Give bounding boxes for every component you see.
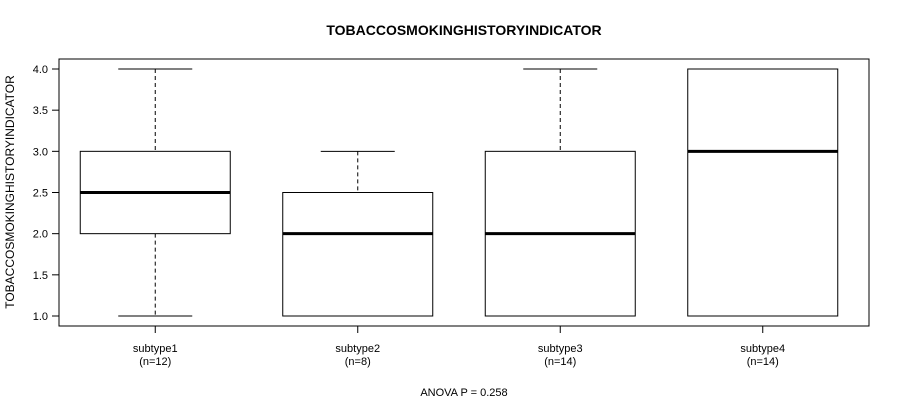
y-axis: 1.0 1.5 2.0 2.5 3.0 3.5 4.0 bbox=[33, 64, 59, 323]
box-subtype2 bbox=[282, 150, 434, 317]
iqr-box bbox=[687, 68, 839, 317]
anova-p-value: ANOVA P = 0.258 bbox=[420, 387, 507, 399]
y-axis-label: TOBACCOSMOKINGHISTORYINDICATOR bbox=[3, 75, 17, 309]
y-tick-label: 2.5 bbox=[33, 188, 48, 200]
x-category-count: (n=14) bbox=[544, 356, 576, 368]
y-tick-label: 2.0 bbox=[33, 229, 48, 241]
box-subtype4 bbox=[687, 68, 839, 317]
y-tick-label: 3.5 bbox=[33, 105, 48, 117]
x-category-count: (n=12) bbox=[139, 356, 171, 368]
x-category-label: subtype4 bbox=[740, 343, 785, 355]
x-category-count: (n=8) bbox=[345, 356, 371, 368]
x-category-label: subtype2 bbox=[335, 343, 380, 355]
y-tick-label: 1.0 bbox=[33, 311, 48, 323]
x-category-label: subtype3 bbox=[538, 343, 583, 355]
y-tick-label: 4.0 bbox=[33, 64, 48, 76]
x-category-label: subtype1 bbox=[133, 343, 178, 355]
chart-title: TOBACCOSMOKINGHISTORYINDICATOR bbox=[326, 22, 601, 38]
y-tick-label: 3.0 bbox=[33, 146, 48, 158]
x-category-count: (n=14) bbox=[747, 356, 779, 368]
boxes-group bbox=[79, 68, 839, 317]
y-tick-label: 1.5 bbox=[33, 270, 48, 282]
iqr-box bbox=[282, 192, 434, 317]
x-axis-labels: subtype1(n=12)subtype2(n=8)subtype3(n=14… bbox=[133, 326, 785, 368]
box-subtype1 bbox=[79, 68, 231, 317]
box-subtype3 bbox=[484, 68, 636, 317]
